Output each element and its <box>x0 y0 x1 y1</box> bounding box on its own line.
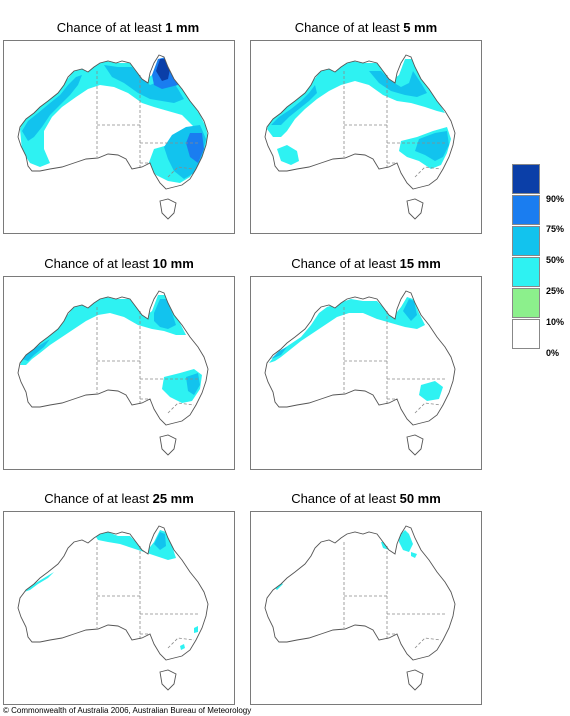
rainfall-region <box>180 644 185 650</box>
tasmania <box>406 669 424 691</box>
rainfall-region <box>269 297 425 363</box>
rainfall-region <box>369 71 427 97</box>
legend-swatch-0 <box>512 319 540 349</box>
tasmania <box>159 669 177 691</box>
australia-map-3 <box>17 290 209 456</box>
rainfall-region <box>186 373 200 395</box>
legend-label-25: 25% <box>546 286 565 296</box>
australia-map-1 <box>17 54 209 220</box>
rainfall-region <box>411 552 417 558</box>
rainfall-region <box>271 347 287 359</box>
rainfall-region <box>403 299 417 321</box>
rainfall-region <box>194 626 198 633</box>
coastline <box>264 525 456 661</box>
panel-title-15mm: Chance of at least 15 mm <box>291 256 441 271</box>
map-50mm <box>250 511 482 705</box>
rainfall-region <box>156 59 170 81</box>
coastline <box>264 54 456 190</box>
legend-swatch-10 <box>512 288 540 318</box>
coastline <box>17 54 209 190</box>
rainfall-region <box>186 133 204 163</box>
panel-title-25mm: Chance of at least 25 mm <box>44 491 194 506</box>
legend-swatch-90 <box>512 164 540 194</box>
panel-title-50mm: Chance of at least 50 mm <box>291 491 441 506</box>
rainfall-region <box>154 532 166 550</box>
map-10mm <box>3 276 235 470</box>
rainfall-region <box>399 530 413 552</box>
coastline <box>264 290 456 426</box>
copyright-notice: © Commonwealth of Australia 2006, Austra… <box>3 706 252 715</box>
map-1mm <box>3 40 235 234</box>
legend-label-10: 10% <box>546 317 565 327</box>
rainfall-region <box>20 295 186 365</box>
panel-title-10mm: Chance of at least 10 mm <box>44 256 194 271</box>
legend-label-50: 50% <box>546 255 565 265</box>
rainfall-region <box>22 339 50 361</box>
rainfall-region <box>267 59 445 137</box>
map-25mm <box>3 511 235 705</box>
map-5mm <box>250 40 482 234</box>
australia-map-4 <box>264 290 456 456</box>
tasmania <box>406 434 424 456</box>
australia-map-5 <box>17 525 209 691</box>
tasmania <box>159 434 177 456</box>
rainfall-region <box>415 131 449 161</box>
rainfall-region <box>22 75 82 141</box>
coastline <box>17 525 209 661</box>
panel-title-5mm: Chance of at least 5 mm <box>294 20 438 35</box>
australia-map-2 <box>264 54 456 220</box>
map-15mm <box>250 276 482 470</box>
mainland <box>18 526 208 660</box>
legend-label-0: 0% <box>546 348 560 358</box>
legend-swatch-75 <box>512 195 540 225</box>
panel-title-1mm: Chance of at least 1 mm <box>56 20 200 35</box>
mainland <box>265 526 455 660</box>
tasmania <box>406 198 424 220</box>
coastline <box>17 290 209 426</box>
rainfall-region <box>271 85 317 125</box>
rainfall-region <box>419 381 443 401</box>
rainfall-region <box>277 145 299 165</box>
legend-label-90: 90% <box>546 194 565 204</box>
legend-swatch-25 <box>512 257 540 287</box>
legend-swatch-50 <box>512 226 540 256</box>
rainfall-region <box>94 530 176 560</box>
rainfall-region <box>24 572 54 592</box>
australia-map-6 <box>264 525 456 691</box>
rainfall-region <box>154 299 176 329</box>
tasmania <box>159 198 177 220</box>
legend-label-75: 75% <box>546 224 565 234</box>
